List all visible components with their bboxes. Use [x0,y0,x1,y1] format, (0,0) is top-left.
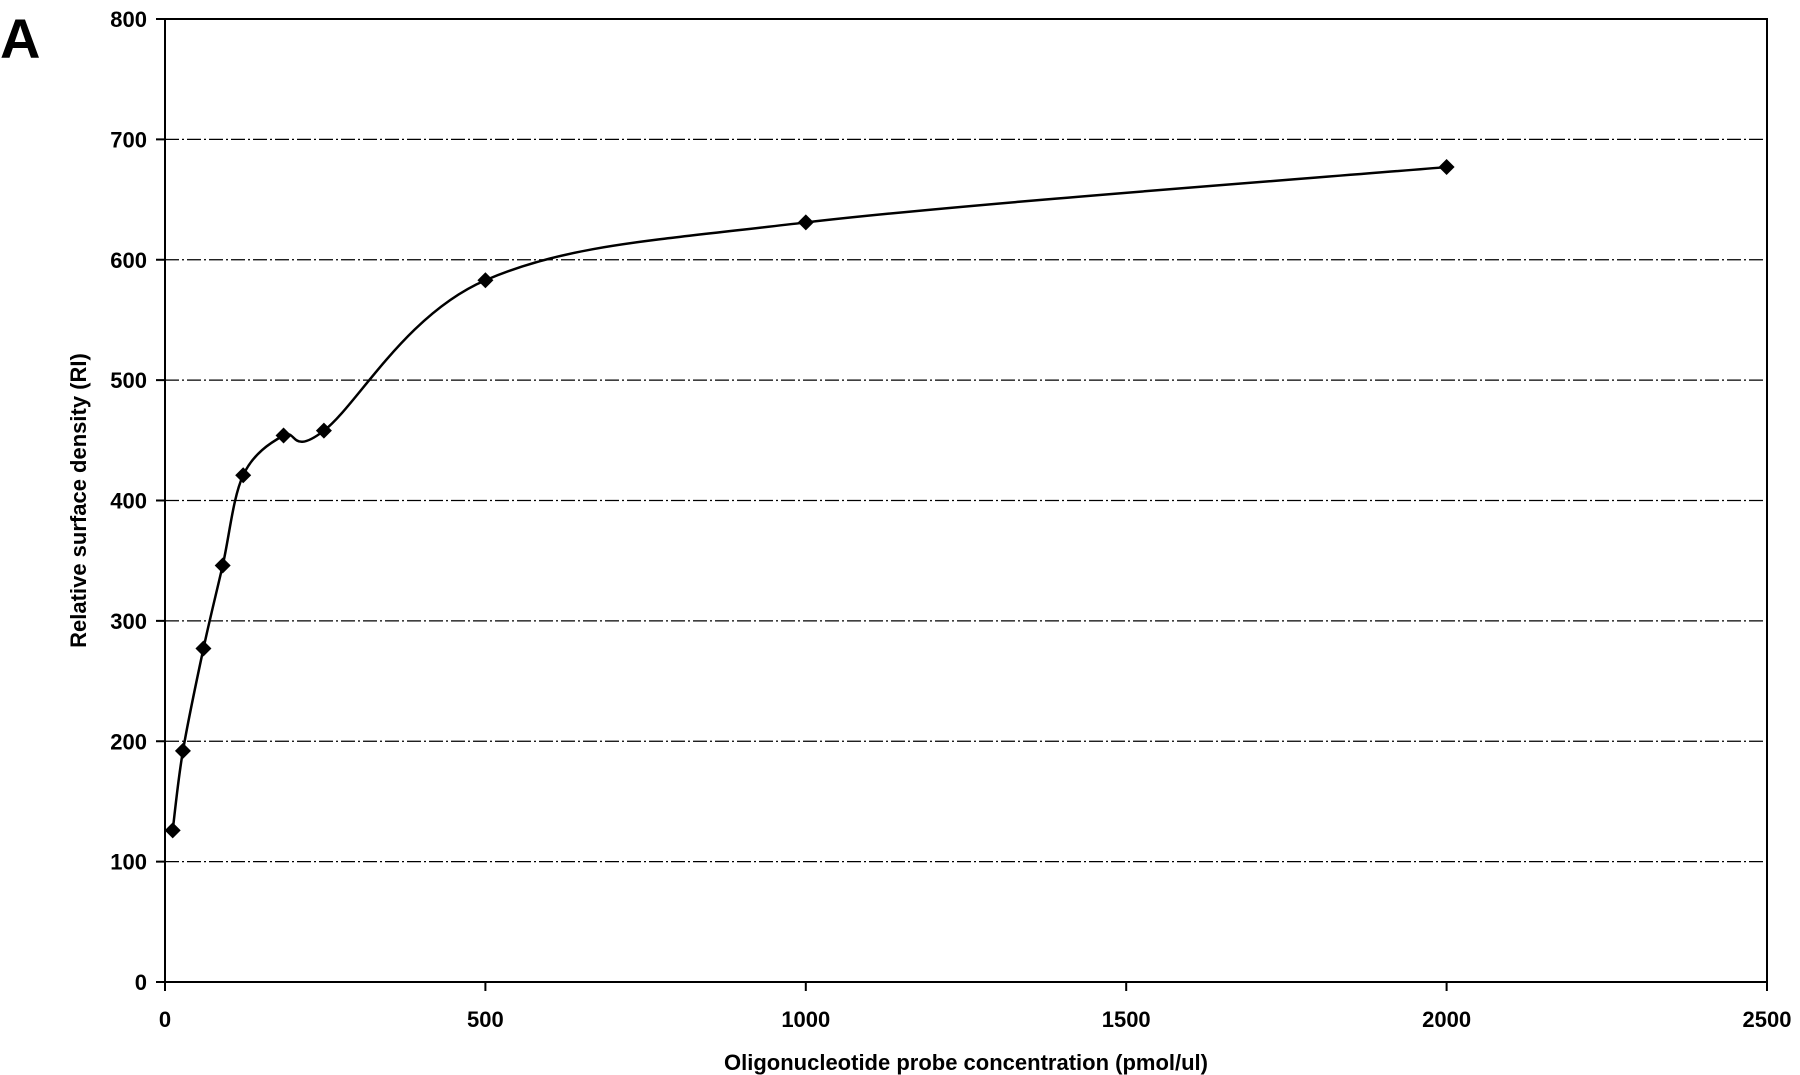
y-tick-label: 0 [135,970,147,995]
panel-label: A [0,7,40,70]
x-tick-label: 2500 [1743,1007,1792,1032]
data-point [174,742,191,759]
y-tick-label: 700 [110,127,147,152]
data-markers [164,159,1455,839]
data-point [195,640,212,657]
series-line [171,165,1447,831]
y-tick-label: 100 [110,850,147,875]
y-axis: 0 100 200 300 400 500 600 700 800 [110,7,165,995]
data-point [214,557,231,574]
y-tick-label: 500 [110,368,147,393]
x-tick-label: 0 [159,1007,171,1032]
data-point [477,272,494,289]
x-tick-label: 1500 [1102,1007,1151,1032]
x-axis: 0 500 1000 1500 2000 2500 [159,982,1792,1032]
x-tick-label: 2000 [1422,1007,1471,1032]
y-tick-label: 400 [110,489,147,514]
y-tick-label: 200 [110,729,147,754]
data-point [275,427,292,444]
y-tick-label: 800 [110,7,147,32]
data-point [1438,159,1455,176]
x-axis-title: Oligonucleotide probe concentration (pmo… [724,1050,1208,1075]
y-tick-label: 300 [110,609,147,634]
y-axis-title: Relative surface density (RI) [66,353,91,648]
data-point [797,214,814,231]
data-point [235,467,252,484]
y-tick-label: 600 [110,248,147,273]
data-point [315,422,332,439]
x-tick-label: 500 [467,1007,504,1032]
x-tick-label: 1000 [781,1007,830,1032]
grid-lines [165,138,1767,863]
data-point [164,822,181,839]
